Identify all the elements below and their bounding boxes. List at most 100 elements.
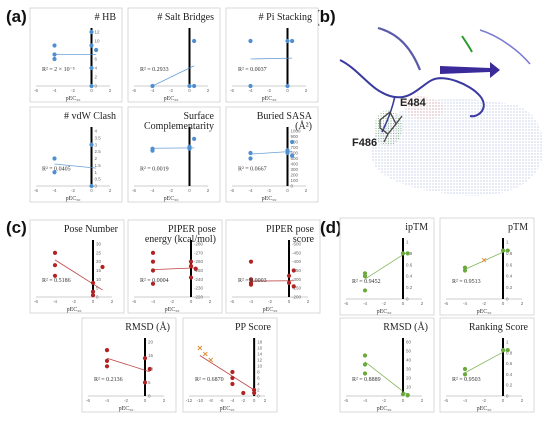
y-tick-label: 1: [95, 170, 98, 175]
surface-mesh: [370, 98, 543, 196]
y-tick-label: 60: [406, 340, 412, 345]
y-tick-label: -300: [292, 277, 302, 282]
chart-title: Surface: [183, 111, 214, 122]
x-tick-label: 0: [402, 301, 405, 306]
chart-rank: Ranking Score -6 -4 -2 0 2 0 0.2 0.4 0.6 0.8 1 R² = …: [439, 317, 535, 413]
y-tick-label: 5: [96, 286, 99, 291]
y-tick-label: 25: [96, 250, 102, 255]
y-tick-label: 0.6: [506, 262, 513, 267]
x-tick-label: 0: [402, 398, 405, 403]
data-point: [286, 273, 292, 278]
trend-line: [364, 361, 408, 396]
y-tick-label: 0: [257, 394, 260, 399]
x-tick-label: 2: [111, 299, 114, 304]
chart-title: # vdW Clash: [64, 111, 116, 122]
x-tick-label: -4: [150, 188, 154, 193]
x-tick-label: -4: [52, 88, 56, 93]
data-point: [230, 369, 235, 375]
x-tick-label: -6: [132, 88, 136, 93]
x-tick-label: -2: [241, 398, 245, 403]
x-axis-label: pEC₅₀: [263, 307, 278, 313]
chart-title: Ranking Score: [469, 322, 529, 333]
chart-frame: [225, 219, 321, 314]
data-point: [248, 150, 253, 156]
data-point: [362, 353, 368, 358]
trend-line: [364, 251, 408, 280]
y-tick-label: 1: [506, 340, 509, 345]
y-tick-label: 1.5: [95, 163, 102, 168]
outlier-stroke: [197, 345, 203, 351]
data-point: [89, 183, 94, 189]
chart-title: Buried SASA: [257, 111, 313, 122]
data-point: [52, 52, 57, 57]
data-point: [89, 43, 94, 48]
data-point: [52, 156, 57, 161]
y-tick-label: 2: [257, 388, 260, 393]
x-tick-label: -2: [382, 398, 386, 403]
x-tick-label: -4: [363, 301, 367, 306]
x-tick-label: 0: [286, 188, 289, 193]
x-axis-label: pEC₅₀: [119, 406, 134, 412]
x-tick-label: -2: [72, 299, 76, 304]
chart-title: # Salt Bridges: [157, 12, 214, 23]
y-tick-label: -220: [194, 295, 204, 300]
x-tick-label: 2: [521, 301, 524, 306]
data-point: [462, 372, 468, 377]
data-point: [89, 29, 94, 35]
chart-frame: [29, 7, 123, 103]
scatter-panels: # HB-6-4-202024681012R² = 2 × 10⁻⁵pEC₅₀#…: [29, 7, 535, 413]
x-tick-label: -8: [209, 398, 213, 403]
trend-line: [152, 65, 195, 87]
x-tick-label: -2: [71, 88, 75, 93]
data-point: [142, 356, 148, 361]
data-point: [188, 263, 194, 269]
data-point: [248, 156, 253, 161]
data-point: [286, 280, 292, 285]
r-squared-label: R² = 2 × 10⁻⁵: [42, 67, 75, 73]
y-tick-label: 1000: [291, 129, 302, 134]
y-tick-label: -280: [194, 242, 204, 247]
x-tick-label: 2: [264, 398, 267, 403]
data-point: [192, 136, 197, 141]
data-point: [290, 139, 295, 145]
data-point: [248, 83, 253, 89]
r-squared-label: R² = 0.0405: [42, 167, 71, 173]
chart-ptm: pTM -6 -4 -2 0 2 0 0.2 0.4 0.6 0.8 1 R² = 0.9513 pEC₅…: [439, 217, 535, 316]
y-tick-label: 14: [257, 352, 263, 357]
x-tick-label: -6: [444, 398, 448, 403]
x-tick-label: 0: [286, 88, 289, 93]
chart-frame: [339, 317, 435, 413]
panel-label-c: (c): [6, 218, 27, 237]
x-tick-label: -6: [220, 398, 224, 403]
chart-title: (Å²): [295, 120, 312, 132]
y-tick-label: 10: [406, 385, 412, 390]
y-tick-label: 4: [257, 382, 260, 387]
green-loop: [461, 35, 473, 53]
y-tick-label: 500: [291, 156, 299, 161]
data-point: [89, 83, 94, 89]
y-tick-label: 40: [406, 358, 412, 363]
y-tick-label: 12: [257, 358, 263, 363]
y-tick-label: 2: [95, 156, 98, 161]
chart-title: # Pi Stacking: [259, 12, 312, 23]
x-tick-label: -4: [248, 188, 252, 193]
r-squared-label: R² = 0.8889: [352, 377, 381, 383]
y-tick-label: 300: [291, 167, 299, 172]
y-tick-label: 0.8: [506, 251, 513, 256]
data-point: [89, 65, 94, 71]
data-point: [291, 268, 296, 273]
y-tick-label: 0.4: [506, 372, 513, 377]
data-point: [104, 348, 110, 353]
x-tick-label: -6: [230, 88, 234, 93]
x-tick-label: -4: [363, 398, 367, 403]
x-tick-label: -10: [197, 398, 204, 403]
data-point: [100, 264, 105, 270]
trend-line: [106, 357, 150, 373]
r-squared-label: R² = 0.9513: [452, 279, 481, 285]
x-axis-label: pEC₅₀: [164, 96, 179, 102]
charged-surface-patch: [405, 96, 445, 119]
y-tick-label: 0: [506, 297, 509, 302]
x-tick-label: -4: [105, 398, 109, 403]
y-tick-label: 0.2: [506, 285, 513, 290]
